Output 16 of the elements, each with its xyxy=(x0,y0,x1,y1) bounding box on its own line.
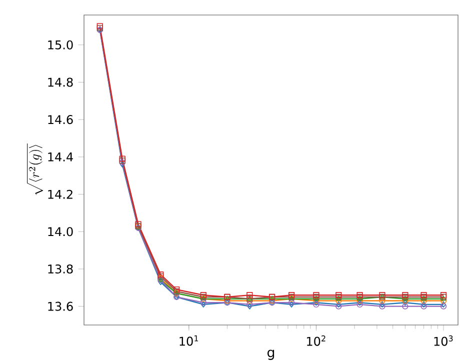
y-tick-label: 14.2 xyxy=(48,190,72,199)
point xyxy=(246,292,253,298)
y-axis-title: $\sqrt{\langle r^2(g)\rangle}$ xyxy=(27,143,44,195)
x-tick-label: 10$^{3}$ xyxy=(434,335,453,346)
point xyxy=(336,297,342,304)
y-tick-label: 13.6 xyxy=(48,302,73,311)
y-tick-label: 15.0 xyxy=(48,40,73,50)
x-tick-label: 10$^{1}$ xyxy=(180,335,198,346)
point xyxy=(402,303,408,310)
y-tick-label: 14.0 xyxy=(48,226,73,236)
y-tick-label: 14.6 xyxy=(48,114,73,124)
x-axis-title: g xyxy=(268,350,274,360)
x-tick-label: 10$^{2}$ xyxy=(307,335,326,346)
y-tick-label: 14.8 xyxy=(48,78,73,87)
y-tick-label: 13.8 xyxy=(48,264,73,274)
y-tick-label: 14.4 xyxy=(48,152,73,162)
